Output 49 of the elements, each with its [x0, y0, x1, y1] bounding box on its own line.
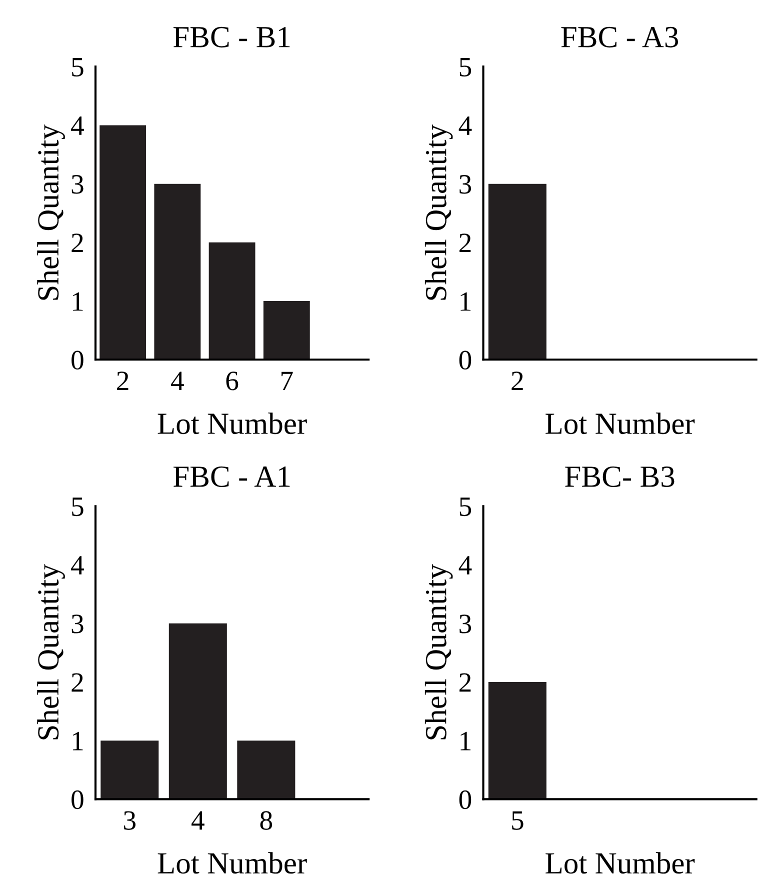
y-tick-label: 2	[72, 673, 83, 692]
y-tick-label: 3	[460, 175, 472, 194]
y-axis-title: Shell Quantity	[37, 564, 65, 740]
y-tick-label: 2	[72, 234, 83, 252]
chart-title: FBC - A3	[561, 26, 678, 48]
chart-title: FBC - B1	[173, 26, 290, 48]
x-tick-label: 8	[260, 811, 272, 830]
y-tick-label: 3	[460, 614, 472, 634]
y-tick-label: 2	[459, 234, 471, 252]
bar	[154, 184, 201, 360]
y-tick-label: 3	[72, 614, 84, 634]
x-tick-label: 7	[282, 372, 293, 390]
x-tick-label: 6	[226, 372, 238, 390]
x-tick-label: 2	[512, 372, 523, 390]
y-tick-label: 5	[72, 58, 84, 77]
bar	[208, 242, 256, 360]
y-tick-label: 4	[458, 116, 472, 135]
y-tick-label: 0	[72, 350, 84, 370]
x-axis-title: Lot Number	[546, 852, 695, 874]
chart-title: FBC- B3	[565, 466, 674, 488]
y-tick-label: 1	[460, 732, 470, 750]
y-tick-label: 5	[72, 498, 84, 516]
y-tick-label: 0	[459, 350, 472, 370]
y-tick-label: 2	[459, 673, 471, 692]
y-axis-title: Shell Quantity	[37, 124, 65, 300]
x-tick-label: 5	[512, 811, 524, 830]
x-tick-label: 4	[171, 372, 184, 390]
x-axis-title: Lot Number	[546, 412, 695, 434]
bar	[263, 301, 310, 360]
y-tick-label: 1	[72, 292, 83, 311]
y-axis-title: Shell Quantity	[424, 124, 453, 300]
y-tick-label: 4	[458, 556, 472, 574]
x-tick-label: 2	[117, 372, 128, 390]
y-tick-label: 0	[459, 790, 472, 810]
y-tick-label: 5	[460, 498, 472, 516]
y-tick-label: 0	[72, 790, 84, 810]
y-tick-label: 3	[72, 175, 84, 194]
y-tick-label: 5	[460, 58, 472, 77]
y-tick-label: 1	[72, 732, 83, 750]
y-tick-label: 1	[460, 292, 470, 311]
y-tick-label: 4	[71, 116, 84, 135]
x-tick-label: 4	[192, 811, 204, 830]
x-tick-label: 3	[124, 811, 136, 830]
x-axis-title: Lot Number	[158, 852, 307, 874]
y-tick-label: 4	[71, 556, 84, 574]
chart-title: FBC - A1	[173, 466, 290, 488]
y-axis-title: Shell Quantity	[424, 564, 453, 740]
x-axis-title: Lot Number	[158, 412, 307, 434]
bar	[100, 125, 146, 360]
